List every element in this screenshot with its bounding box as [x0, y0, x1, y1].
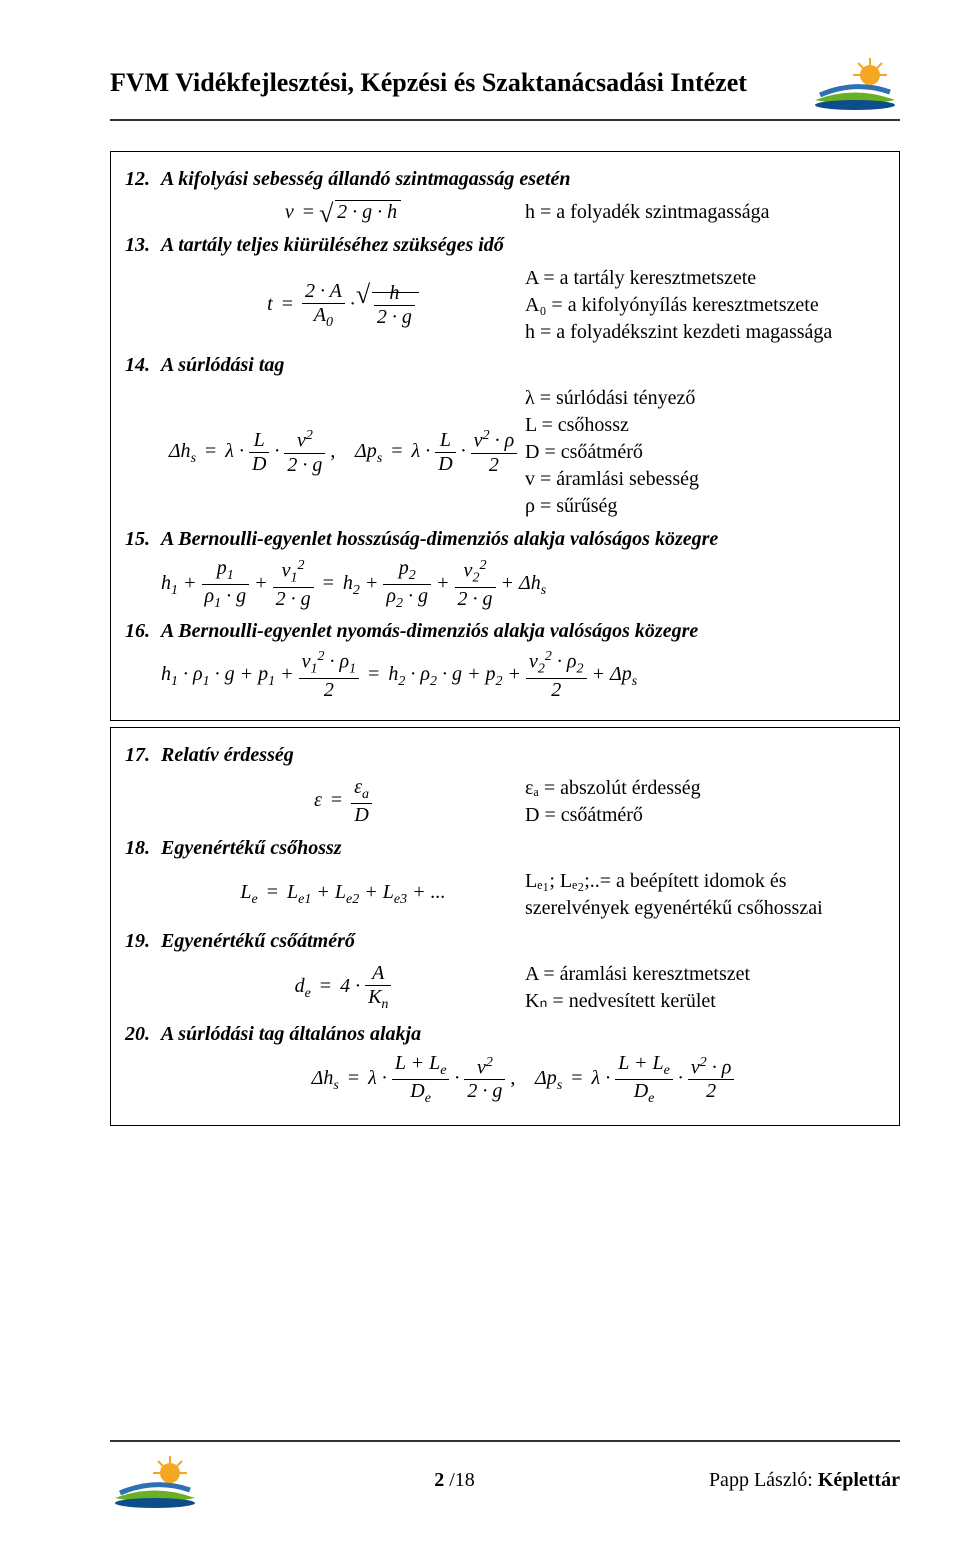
page-total: /18 — [449, 1469, 475, 1491]
page-footer: 2 /18 Papp László: Képlettár — [110, 1440, 900, 1513]
item-number: 12. — [125, 168, 161, 191]
item-title: A súrlódási tag — [161, 354, 284, 377]
item-number: 14. — [125, 354, 161, 377]
formula-17: ε = εaD — [314, 776, 372, 827]
formula-desc: A = áramlási keresztmetszet Kₙ = nedvesí… — [525, 961, 885, 1015]
header-logo — [810, 50, 900, 115]
item-number: 20. — [125, 1023, 161, 1046]
desc-line: A = a tartály keresztmetszete — [525, 265, 885, 292]
item-number: 16. — [125, 620, 161, 643]
desc-line: D = csőátmérő — [525, 802, 885, 829]
desc-line: v = áramlási sebesség — [525, 466, 885, 493]
item-title: Egyenértékű csőátmérő — [161, 930, 355, 953]
item-title: A kifolyási sebesség állandó szintmagass… — [161, 168, 570, 191]
item-title: A Bernoulli-egyenlet nyomás-dimenziós al… — [161, 620, 698, 643]
formula-19: de = 4 · AKn — [295, 962, 392, 1013]
item-title: A Bernoulli-egyenlet hosszúság-dimenziós… — [161, 528, 718, 551]
item-title: A súrlódási tag általános alakja — [161, 1023, 421, 1046]
page-current: 2 — [434, 1469, 444, 1491]
formula-13: t = 2 · AA0 · h2 · g — [267, 280, 419, 331]
doc-title: Képlettár — [818, 1469, 900, 1491]
formula-16: h1 · ρ1 · g + p1 + v12 · ρ12 = h2 · ρ2 ·… — [161, 663, 637, 685]
desc-line: ρ = sűrűség — [525, 493, 885, 520]
item-number: 17. — [125, 744, 161, 767]
desc-line: A₀ = a kifolyónyílás keresztmetszete — [525, 292, 885, 319]
header-title: FVM Vidékfejlesztési, Képzési és Szaktan… — [110, 68, 747, 98]
item-title: Egyenértékű csőhossz — [161, 837, 342, 860]
footer-logo — [110, 1448, 200, 1513]
page-header: FVM Vidékfejlesztési, Képzési és Szaktan… — [110, 50, 900, 121]
desc-line: A = áramlási keresztmetszet — [525, 961, 885, 988]
item-title: A tartály teljes kiürüléséhez szükséges … — [161, 234, 504, 257]
formula-box-2: 17. Relatív érdesség ε = εaD εₐ = abszol… — [110, 727, 900, 1126]
footer-author: Papp László: Képlettár — [709, 1469, 900, 1492]
formula-desc: λ = súrlódási tényező L = csőhossz D = c… — [525, 385, 885, 520]
author-name: Papp László: — [709, 1469, 813, 1491]
desc-line: h = a folyadékszint kezdeti magassága — [525, 319, 885, 346]
formula-desc: A = a tartály keresztmetszete A₀ = a kif… — [525, 265, 885, 346]
desc-line: Lₑ₁; Lₑ₂;..= a beépített idomok és szere… — [525, 868, 885, 922]
formula-14: Δhs = λ · LD · v22 · g , Δps = λ · LD · … — [169, 428, 517, 477]
item-number: 15. — [125, 528, 161, 551]
item-number: 13. — [125, 234, 161, 257]
page-number: 2 /18 — [434, 1469, 475, 1492]
item-title: Relatív érdesség — [161, 744, 294, 767]
desc-line: λ = súrlódási tényező — [525, 385, 885, 412]
item-number: 18. — [125, 837, 161, 860]
formula-12: v = 2 · g · h — [285, 201, 401, 224]
item-number: 19. — [125, 930, 161, 953]
formula-desc: h = a folyadék szintmagassága — [525, 199, 885, 226]
formula-20: Δhs = λ · L + LeDe · v22 · g , Δps = λ ·… — [312, 1067, 735, 1089]
desc-line: εₐ = abszolút érdesség — [525, 775, 885, 802]
desc-line: Kₙ = nedvesített kerület — [525, 988, 885, 1015]
formula-desc: εₐ = abszolút érdesség D = csőátmérő — [525, 775, 885, 829]
formula-desc: Lₑ₁; Lₑ₂;..= a beépített idomok és szere… — [525, 868, 885, 922]
desc-line: L = csőhossz — [525, 412, 885, 439]
formula-15: h1 + p1ρ1 · g + v122 · g = h2 + p2ρ2 · g… — [161, 572, 546, 594]
formula-box-1: 12. A kifolyási sebesség állandó szintma… — [110, 151, 900, 721]
desc-line: D = csőátmérő — [525, 439, 885, 466]
formula-18: Le = Le1 + Le2 + Le3 + ... — [240, 881, 445, 908]
